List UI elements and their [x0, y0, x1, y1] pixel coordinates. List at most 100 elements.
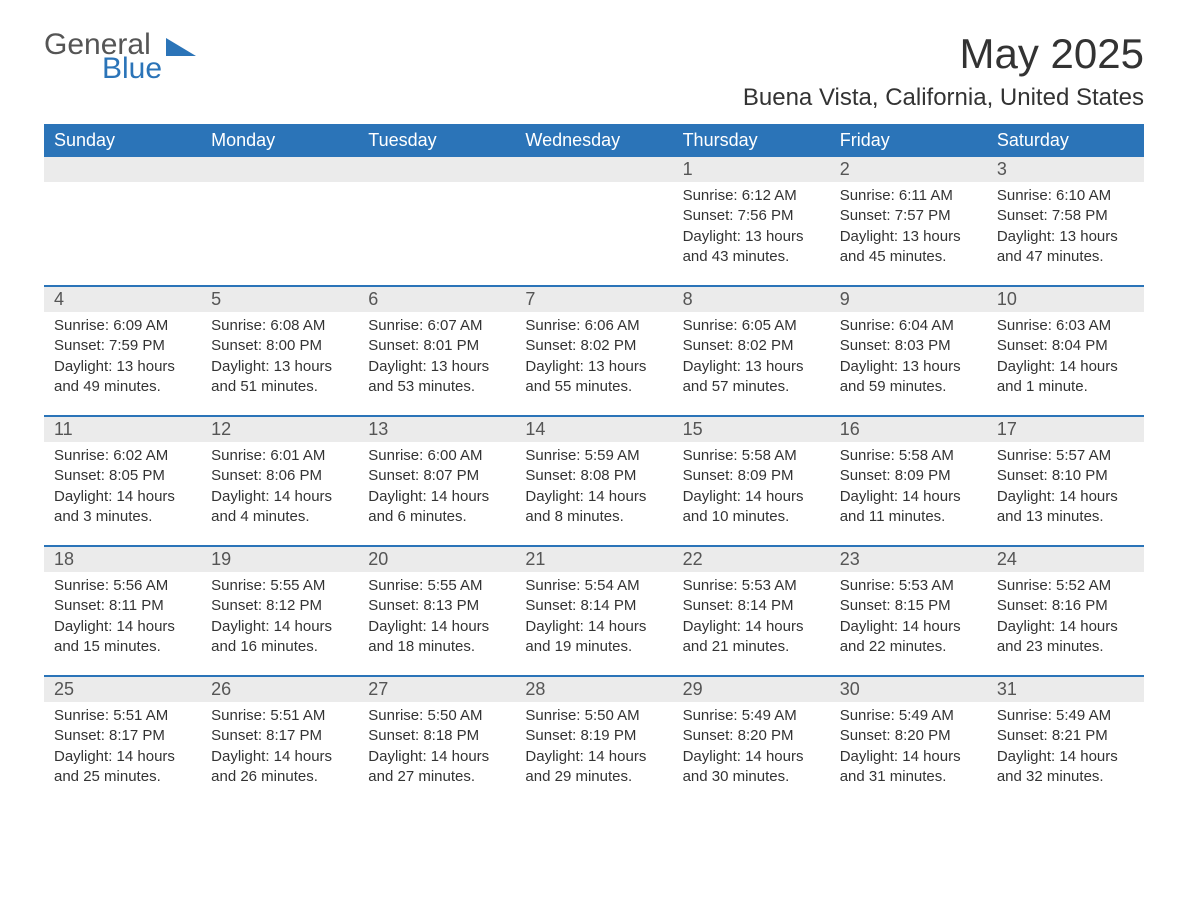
- sunrise-text: Sunrise: 5:55 AM: [211, 576, 348, 596]
- day-body: Sunrise: 6:11 AMSunset: 7:57 PMDaylight:…: [830, 182, 987, 267]
- sunset-text: Sunset: 8:20 PM: [840, 726, 977, 746]
- day-body: Sunrise: 5:54 AMSunset: 8:14 PMDaylight:…: [515, 572, 672, 657]
- day-body: Sunrise: 5:49 AMSunset: 8:20 PMDaylight:…: [830, 702, 987, 787]
- page-header: General Blue May 2025 Buena Vista, Calif…: [44, 30, 1144, 112]
- calendar-cell: 4Sunrise: 6:09 AMSunset: 7:59 PMDaylight…: [44, 287, 201, 415]
- day-body: Sunrise: 6:04 AMSunset: 8:03 PMDaylight:…: [830, 312, 987, 397]
- sunset-text: Sunset: 8:09 PM: [683, 466, 820, 486]
- daylight-text: Daylight: 14 hours and 31 minutes.: [840, 747, 977, 788]
- sunrise-text: Sunrise: 6:04 AM: [840, 316, 977, 336]
- sunset-text: Sunset: 7:59 PM: [54, 336, 191, 356]
- calendar: SundayMondayTuesdayWednesdayThursdayFrid…: [44, 124, 1144, 805]
- day-number: 20: [358, 547, 515, 572]
- month-title: May 2025: [743, 30, 1144, 78]
- calendar-cell: 21Sunrise: 5:54 AMSunset: 8:14 PMDayligh…: [515, 547, 672, 675]
- logo-triangle-icon: [166, 38, 196, 56]
- daylight-text: Daylight: 14 hours and 10 minutes.: [683, 487, 820, 528]
- sunrise-text: Sunrise: 5:49 AM: [997, 706, 1134, 726]
- daylight-text: Daylight: 14 hours and 32 minutes.: [997, 747, 1134, 788]
- calendar-cell: 2Sunrise: 6:11 AMSunset: 7:57 PMDaylight…: [830, 157, 987, 285]
- sunset-text: Sunset: 8:03 PM: [840, 336, 977, 356]
- calendar-cell: 7Sunrise: 6:06 AMSunset: 8:02 PMDaylight…: [515, 287, 672, 415]
- day-body: Sunrise: 5:58 AMSunset: 8:09 PMDaylight:…: [830, 442, 987, 527]
- daylight-text: Daylight: 13 hours and 55 minutes.: [525, 357, 662, 398]
- dow-monday: Monday: [201, 124, 358, 157]
- calendar-cell: [44, 157, 201, 285]
- daylight-text: Daylight: 14 hours and 30 minutes.: [683, 747, 820, 788]
- day-body: Sunrise: 6:07 AMSunset: 8:01 PMDaylight:…: [358, 312, 515, 397]
- sunset-text: Sunset: 8:17 PM: [211, 726, 348, 746]
- day-body: Sunrise: 6:08 AMSunset: 8:00 PMDaylight:…: [201, 312, 358, 397]
- daylight-text: Daylight: 14 hours and 21 minutes.: [683, 617, 820, 658]
- calendar-cell: [358, 157, 515, 285]
- day-body: [358, 182, 515, 186]
- calendar-cell: 6Sunrise: 6:07 AMSunset: 8:01 PMDaylight…: [358, 287, 515, 415]
- day-body: Sunrise: 5:51 AMSunset: 8:17 PMDaylight:…: [201, 702, 358, 787]
- daylight-text: Daylight: 13 hours and 47 minutes.: [997, 227, 1134, 268]
- calendar-cell: 12Sunrise: 6:01 AMSunset: 8:06 PMDayligh…: [201, 417, 358, 545]
- sunset-text: Sunset: 8:18 PM: [368, 726, 505, 746]
- calendar-cell: 26Sunrise: 5:51 AMSunset: 8:17 PMDayligh…: [201, 677, 358, 805]
- calendar-cell: 8Sunrise: 6:05 AMSunset: 8:02 PMDaylight…: [673, 287, 830, 415]
- calendar-cell: 22Sunrise: 5:53 AMSunset: 8:14 PMDayligh…: [673, 547, 830, 675]
- day-body: Sunrise: 6:02 AMSunset: 8:05 PMDaylight:…: [44, 442, 201, 527]
- day-number: 6: [358, 287, 515, 312]
- day-body: Sunrise: 6:10 AMSunset: 7:58 PMDaylight:…: [987, 182, 1144, 267]
- dow-tuesday: Tuesday: [358, 124, 515, 157]
- sunset-text: Sunset: 8:20 PM: [683, 726, 820, 746]
- day-number: 3: [987, 157, 1144, 182]
- daylight-text: Daylight: 14 hours and 11 minutes.: [840, 487, 977, 528]
- day-body: [201, 182, 358, 186]
- daylight-text: Daylight: 14 hours and 29 minutes.: [525, 747, 662, 788]
- day-number: 23: [830, 547, 987, 572]
- day-number: 22: [673, 547, 830, 572]
- sunset-text: Sunset: 7:56 PM: [683, 206, 820, 226]
- sunrise-text: Sunrise: 5:55 AM: [368, 576, 505, 596]
- sunrise-text: Sunrise: 5:58 AM: [840, 446, 977, 466]
- sunrise-text: Sunrise: 5:57 AM: [997, 446, 1134, 466]
- day-body: Sunrise: 5:50 AMSunset: 8:18 PMDaylight:…: [358, 702, 515, 787]
- calendar-cell: 23Sunrise: 5:53 AMSunset: 8:15 PMDayligh…: [830, 547, 987, 675]
- daylight-text: Daylight: 14 hours and 1 minute.: [997, 357, 1134, 398]
- sunrise-text: Sunrise: 5:54 AM: [525, 576, 662, 596]
- daylight-text: Daylight: 14 hours and 19 minutes.: [525, 617, 662, 658]
- daylight-text: Daylight: 13 hours and 49 minutes.: [54, 357, 191, 398]
- sunset-text: Sunset: 7:57 PM: [840, 206, 977, 226]
- day-number: 8: [673, 287, 830, 312]
- day-body: Sunrise: 6:12 AMSunset: 7:56 PMDaylight:…: [673, 182, 830, 267]
- daylight-text: Daylight: 14 hours and 16 minutes.: [211, 617, 348, 658]
- day-number: [201, 157, 358, 182]
- calendar-cell: 24Sunrise: 5:52 AMSunset: 8:16 PMDayligh…: [987, 547, 1144, 675]
- week-row: 1Sunrise: 6:12 AMSunset: 7:56 PMDaylight…: [44, 157, 1144, 285]
- daylight-text: Daylight: 13 hours and 43 minutes.: [683, 227, 820, 268]
- day-number: 13: [358, 417, 515, 442]
- sunset-text: Sunset: 8:12 PM: [211, 596, 348, 616]
- daylight-text: Daylight: 14 hours and 13 minutes.: [997, 487, 1134, 528]
- day-body: Sunrise: 5:59 AMSunset: 8:08 PMDaylight:…: [515, 442, 672, 527]
- day-body: Sunrise: 5:50 AMSunset: 8:19 PMDaylight:…: [515, 702, 672, 787]
- daylight-text: Daylight: 14 hours and 4 minutes.: [211, 487, 348, 528]
- day-body: Sunrise: 5:49 AMSunset: 8:21 PMDaylight:…: [987, 702, 1144, 787]
- day-number: 1: [673, 157, 830, 182]
- sunrise-text: Sunrise: 6:08 AM: [211, 316, 348, 336]
- week-row: 11Sunrise: 6:02 AMSunset: 8:05 PMDayligh…: [44, 415, 1144, 545]
- sunrise-text: Sunrise: 5:51 AM: [54, 706, 191, 726]
- dow-friday: Friday: [830, 124, 987, 157]
- week-row: 18Sunrise: 5:56 AMSunset: 8:11 PMDayligh…: [44, 545, 1144, 675]
- calendar-cell: 19 Sunrise: 5:55 AMSunset: 8:12 PMDayligh…: [201, 547, 358, 675]
- day-number: 26: [201, 677, 358, 702]
- sunset-text: Sunset: 8:15 PM: [840, 596, 977, 616]
- sunset-text: Sunset: 8:02 PM: [525, 336, 662, 356]
- day-number: 21: [515, 547, 672, 572]
- calendar-cell: 11Sunrise: 6:02 AMSunset: 8:05 PMDayligh…: [44, 417, 201, 545]
- calendar-cell: 13Sunrise: 6:00 AMSunset: 8:07 PMDayligh…: [358, 417, 515, 545]
- day-body: Sunrise: 6:05 AMSunset: 8:02 PMDaylight:…: [673, 312, 830, 397]
- daylight-text: Daylight: 14 hours and 23 minutes.: [997, 617, 1134, 658]
- daylight-text: Daylight: 14 hours and 8 minutes.: [525, 487, 662, 528]
- sunset-text: Sunset: 8:01 PM: [368, 336, 505, 356]
- sunrise-text: Sunrise: 6:12 AM: [683, 186, 820, 206]
- sunrise-text: Sunrise: 5:56 AM: [54, 576, 191, 596]
- day-number: 19: [201, 547, 358, 572]
- calendar-cell: 29Sunrise: 5:49 AMSunset: 8:20 PMDayligh…: [673, 677, 830, 805]
- sunrise-text: Sunrise: 5:53 AM: [683, 576, 820, 596]
